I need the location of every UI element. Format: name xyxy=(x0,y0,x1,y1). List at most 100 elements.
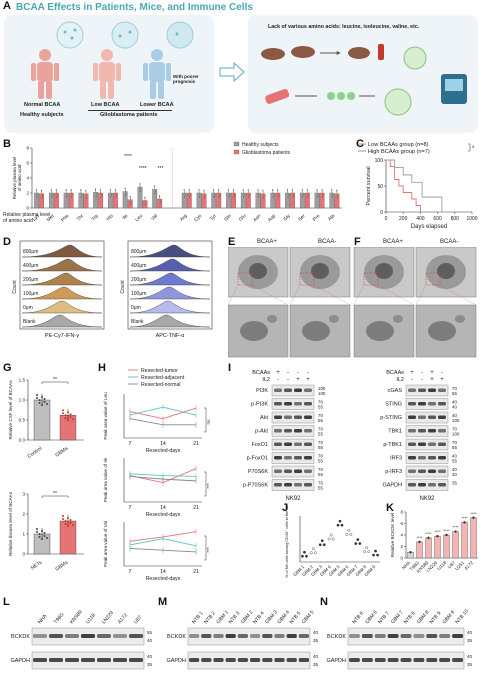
b-bar xyxy=(39,193,45,209)
j-point xyxy=(322,543,326,547)
i-left-mw: 70 xyxy=(318,467,323,472)
m-row-label: BCKDK xyxy=(167,634,186,640)
n-band xyxy=(439,634,451,638)
em-zoom-line xyxy=(377,284,415,306)
i-left-band xyxy=(284,442,292,446)
b-dot xyxy=(139,190,141,192)
b-dot xyxy=(337,195,339,197)
b-bar xyxy=(226,192,231,209)
b-dot xyxy=(293,194,295,196)
i-left-mw: 70 xyxy=(318,413,323,418)
i-right-il2-sign: - xyxy=(421,377,423,383)
m-mw: 40 xyxy=(313,654,319,659)
n-mw: 35 xyxy=(467,662,473,667)
k-xtick-label: U251 xyxy=(454,560,465,571)
i-left-band xyxy=(284,429,292,433)
k-ytick-label: 4 xyxy=(400,533,403,538)
b-dot xyxy=(109,189,111,191)
b-bar xyxy=(201,193,207,209)
i-right-blot xyxy=(405,479,449,491)
b-dot xyxy=(301,189,303,191)
d-right-row-label: 400μm xyxy=(131,263,146,269)
i-right-mw: 40 xyxy=(452,467,457,472)
b-bar xyxy=(68,192,74,209)
b-ytick-label: 8 xyxy=(26,146,29,151)
i-left-mw: 55 xyxy=(318,486,323,491)
b-dot xyxy=(66,194,68,196)
i-left-bcaas-label: BCAAs xyxy=(252,370,270,376)
i-left-band xyxy=(274,388,282,392)
j-ylabel: % of NK cells among CD45⁺ cells in the t… xyxy=(285,504,289,578)
k-xtick-label: A172 xyxy=(463,560,474,571)
b-ytick-label: 2 xyxy=(26,191,29,196)
i-left-cell-label: NK92 xyxy=(285,496,301,502)
i-left-mw: 55 xyxy=(318,445,323,450)
c-sig: * xyxy=(472,146,475,152)
b-dot xyxy=(101,194,103,196)
d-right-row-label: Blank xyxy=(131,319,144,325)
d-left-histogram xyxy=(21,314,103,328)
em-zoom-detail-2 xyxy=(329,315,339,323)
b-dot xyxy=(55,189,57,191)
l-band xyxy=(49,634,63,638)
d-left-row-label: Blank xyxy=(23,319,36,325)
b-bar xyxy=(186,192,192,209)
g-bot-dot xyxy=(64,523,67,525)
n-band xyxy=(361,634,373,638)
i-left-mw: 55 xyxy=(318,405,323,410)
b-dot xyxy=(278,194,280,196)
b-dot xyxy=(332,194,334,196)
b-bar xyxy=(53,192,59,209)
g-top-xtick-label: GBMs xyxy=(54,445,69,458)
b-dot xyxy=(306,189,308,191)
i-right-mw: 40 xyxy=(452,454,457,459)
b-bar xyxy=(181,192,187,209)
em-zoom-line xyxy=(353,284,365,306)
m-band xyxy=(298,634,309,638)
i-right-bcaas-label: BCAAs xyxy=(386,370,404,376)
b-dot xyxy=(243,196,245,198)
l-band xyxy=(33,634,47,638)
j-point xyxy=(303,550,306,554)
b-sig-leu: **** xyxy=(139,166,147,172)
panels-lmn-blots: NHA T98G KNS89 U118 LN229 A172 U87 BCKDK 55 40 GAP… xyxy=(10,608,473,670)
d-left-histogram xyxy=(21,244,103,258)
i-right-band xyxy=(438,415,446,419)
i-left-band xyxy=(294,483,302,487)
i-right-blot xyxy=(405,465,449,478)
n-mw: 40 xyxy=(467,654,473,659)
h-xtick-label: 14 xyxy=(160,505,166,511)
k-bar xyxy=(452,531,459,559)
i-left-band xyxy=(274,442,282,446)
b-xtick-label: Val xyxy=(150,213,159,222)
lower-bcaa-label: Lower BCAA xyxy=(140,102,174,108)
g-bot-dot xyxy=(67,525,69,527)
i-left-band xyxy=(304,456,312,460)
i-right-row-label: GAPDH xyxy=(382,483,402,489)
g-top-dot xyxy=(64,417,67,420)
i-left-band xyxy=(304,388,312,392)
i-left-blot xyxy=(271,384,315,397)
b-dot xyxy=(263,195,265,197)
c-legend-2: High BCAAs group (n=7) xyxy=(368,149,430,155)
d-right-row-label: 100μm xyxy=(131,291,146,297)
c-sig-bracket xyxy=(468,143,471,152)
i-left-band xyxy=(294,442,302,446)
l-band xyxy=(65,634,79,638)
b-dot xyxy=(56,194,58,196)
b-dot xyxy=(322,194,324,196)
m-mw: 40 xyxy=(313,630,319,635)
m-band xyxy=(201,658,212,662)
healthy-subjects-label: Healthy subjects xyxy=(20,112,64,118)
b-dot xyxy=(317,194,319,196)
j-point xyxy=(331,537,335,541)
g-bot-dot xyxy=(72,524,74,526)
i-right-row-label: cGAS xyxy=(388,388,403,394)
b-xtick-label: His xyxy=(105,213,115,223)
i-right-mw: 40 xyxy=(452,472,457,477)
panel-label-e: E xyxy=(228,236,236,248)
b-bar xyxy=(113,192,118,209)
d-left-xlabel: PE-Cy7-IFN-γ xyxy=(45,333,79,339)
panel-label-a: A xyxy=(3,0,11,12)
